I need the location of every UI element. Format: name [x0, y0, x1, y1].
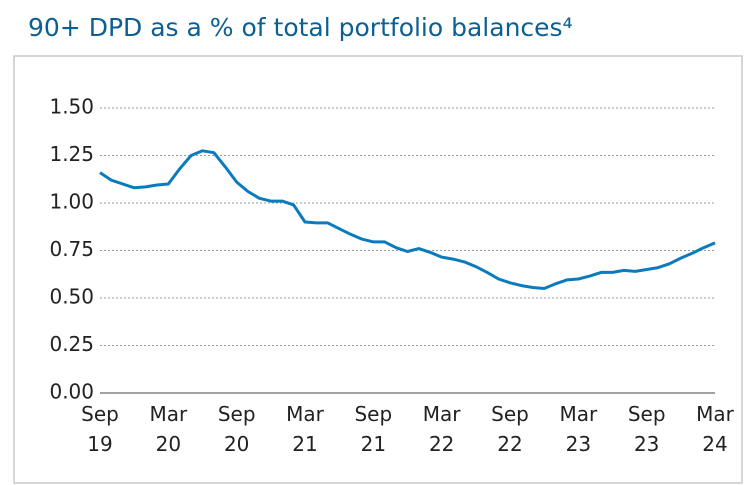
series-line — [99, 149, 716, 290]
chart-title: 90+ DPD as a % of total portfolio balanc… — [28, 13, 573, 42]
x-tick-label: Mar 24 — [696, 402, 735, 456]
y-tick-label: 1.00 — [49, 190, 94, 214]
chart-frame — [13, 55, 743, 484]
x-tick-label: Sep 20 — [218, 402, 256, 456]
x-tick-label: Sep 19 — [81, 402, 119, 456]
y-tick-label: 0.50 — [49, 285, 94, 309]
x-tick-label: Mar 22 — [423, 402, 462, 456]
x-tick-label: Sep 23 — [628, 402, 666, 456]
x-tick-label: Mar 21 — [286, 402, 325, 456]
y-tick-label: 1.50 — [49, 95, 94, 119]
y-tick-label: 0.25 — [49, 332, 94, 356]
x-tick-label: Mar 23 — [559, 402, 598, 456]
y-tick-label: 0.00 — [49, 380, 94, 404]
x-tick-label: Sep 21 — [354, 402, 392, 456]
x-tick-label: Mar 20 — [149, 402, 188, 456]
x-tick-label: Sep 22 — [491, 402, 529, 456]
y-tick-label: 0.75 — [49, 237, 94, 261]
y-tick-label: 1.25 — [49, 142, 94, 166]
